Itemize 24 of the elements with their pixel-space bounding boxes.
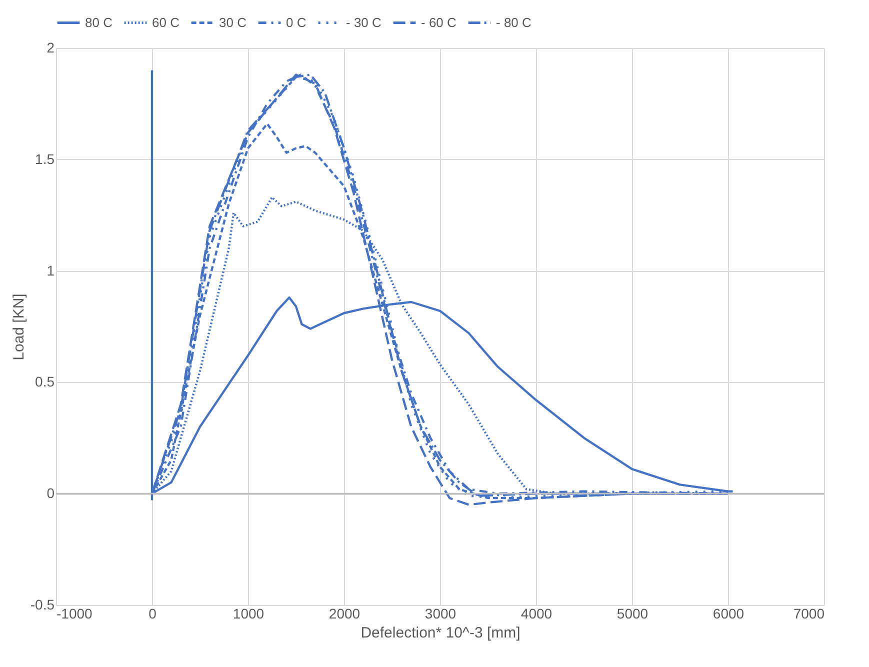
x-axis-title: Defelection* 10^-3 [mm] [360, 624, 520, 642]
y-tick-label: 2 [46, 40, 55, 56]
y-tick-label: 1.5 [35, 150, 55, 167]
x-tick-label: 1000 [232, 606, 264, 622]
legend-label: 80 C [85, 14, 112, 30]
x-tick-label: 4000 [520, 606, 552, 622]
x-tick-label: 3000 [424, 606, 456, 622]
legend-label: - 80 C [496, 14, 532, 30]
x-tick-label: 0 [148, 606, 157, 622]
y-tick-label: 0.5 [35, 374, 55, 390]
x-tick-label: 5000 [616, 606, 648, 622]
y-tick-label: 1 [46, 262, 55, 278]
x-tick-label: 6000 [712, 606, 744, 622]
y-tick-label: 0 [46, 485, 55, 502]
x-tick-label: 7000 [793, 606, 825, 622]
legend-label: 60 C [152, 14, 180, 30]
y-tick-label: -0.5 [30, 596, 55, 612]
legend-label: - 60 C [421, 14, 456, 30]
y-axis-title: Load [KN] [10, 294, 28, 360]
legend-label: - 30 C [346, 14, 382, 30]
x-tick-label: -1000 [56, 606, 93, 622]
legend-label: 30 C [219, 14, 246, 30]
legend-label: 0 C [286, 14, 306, 30]
x-tick-label: 2000 [328, 606, 360, 622]
